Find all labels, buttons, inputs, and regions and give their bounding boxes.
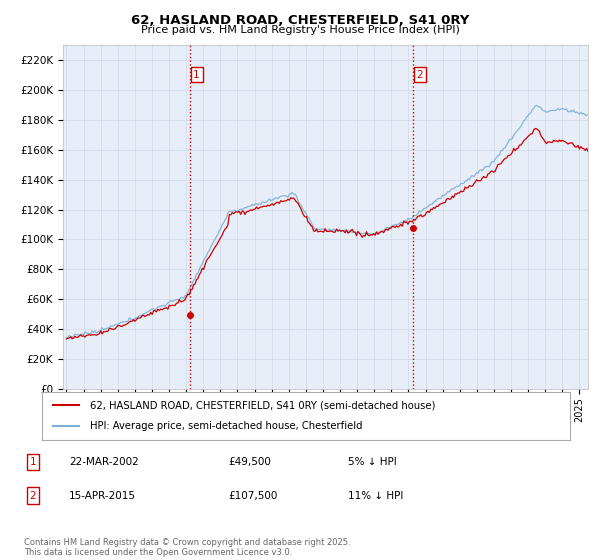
Text: HPI: Average price, semi-detached house, Chesterfield: HPI: Average price, semi-detached house,… bbox=[89, 421, 362, 431]
Text: 62, HASLAND ROAD, CHESTERFIELD, S41 0RY: 62, HASLAND ROAD, CHESTERFIELD, S41 0RY bbox=[131, 14, 469, 27]
Text: 15-APR-2015: 15-APR-2015 bbox=[69, 491, 136, 501]
Text: Price paid vs. HM Land Registry's House Price Index (HPI): Price paid vs. HM Land Registry's House … bbox=[140, 25, 460, 35]
Text: 62, HASLAND ROAD, CHESTERFIELD, S41 0RY (semi-detached house): 62, HASLAND ROAD, CHESTERFIELD, S41 0RY … bbox=[89, 400, 435, 410]
Text: Contains HM Land Registry data © Crown copyright and database right 2025.
This d: Contains HM Land Registry data © Crown c… bbox=[24, 538, 350, 557]
Text: £49,500: £49,500 bbox=[228, 457, 271, 467]
Text: 1: 1 bbox=[193, 70, 200, 80]
Text: 22-MAR-2002: 22-MAR-2002 bbox=[69, 457, 139, 467]
Text: 2: 2 bbox=[416, 70, 423, 80]
Text: 2: 2 bbox=[29, 491, 37, 501]
Text: £107,500: £107,500 bbox=[228, 491, 277, 501]
Text: 11% ↓ HPI: 11% ↓ HPI bbox=[348, 491, 403, 501]
Text: 1: 1 bbox=[29, 457, 37, 467]
Text: 5% ↓ HPI: 5% ↓ HPI bbox=[348, 457, 397, 467]
